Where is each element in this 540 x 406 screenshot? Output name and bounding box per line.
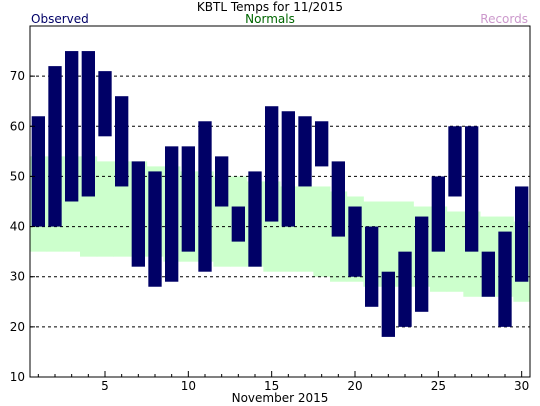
tick-labels: 10 20 30 40 50 60 70 5 10 15 20 25 30 bbox=[10, 69, 530, 393]
observed-bars bbox=[31, 51, 529, 337]
observed-bar-day-4 bbox=[81, 51, 95, 197]
observed-bar-day-13 bbox=[231, 206, 245, 242]
observed-bar-day-5 bbox=[98, 71, 112, 137]
observed-bar-day-29 bbox=[498, 231, 512, 327]
observed-bar-day-26 bbox=[448, 126, 462, 197]
y-tick-label-70: 70 bbox=[10, 69, 25, 83]
x-tick-label-20: 20 bbox=[347, 379, 362, 393]
legend-records: Records bbox=[480, 12, 528, 26]
x-tick-label-30: 30 bbox=[514, 379, 529, 393]
x-tick-label-25: 25 bbox=[431, 379, 446, 393]
observed-bar-day-6 bbox=[115, 96, 129, 187]
observed-bar-day-27 bbox=[465, 126, 479, 252]
observed-bar-day-18 bbox=[315, 121, 329, 167]
y-tick-label-40: 40 bbox=[10, 220, 25, 234]
observed-bar-day-21 bbox=[365, 226, 379, 307]
x-axis-label: November 2015 bbox=[232, 391, 329, 405]
observed-bar-day-17 bbox=[298, 116, 312, 187]
observed-bar-day-7 bbox=[131, 161, 145, 267]
observed-bar-day-22 bbox=[381, 271, 395, 337]
observed-bar-day-12 bbox=[215, 156, 229, 207]
x-tick-label-15: 15 bbox=[264, 379, 279, 393]
axes bbox=[29, 25, 531, 378]
observed-bar-day-25 bbox=[431, 176, 445, 252]
y-tick-label-30: 30 bbox=[10, 270, 25, 284]
observed-bar-day-20 bbox=[348, 206, 362, 277]
y-tick-label-20: 20 bbox=[10, 320, 25, 334]
observed-bar-day-15 bbox=[265, 106, 279, 222]
normal-range-day-26 bbox=[446, 211, 464, 292]
observed-bar-day-11 bbox=[198, 121, 212, 272]
observed-bar-day-2 bbox=[48, 66, 62, 227]
normal-range-day-22 bbox=[380, 201, 398, 287]
observed-bar-day-16 bbox=[281, 111, 295, 227]
y-tick-label-50: 50 bbox=[10, 169, 25, 183]
observed-bar-day-23 bbox=[398, 251, 412, 327]
y-tick-label-60: 60 bbox=[10, 119, 25, 133]
observed-bar-day-1 bbox=[31, 116, 45, 227]
plot-frame bbox=[29, 25, 531, 378]
observed-bar-day-19 bbox=[331, 161, 345, 237]
observed-bar-day-3 bbox=[65, 51, 79, 202]
legend-observed: Observed bbox=[31, 12, 89, 26]
observed-bar-day-28 bbox=[481, 251, 495, 297]
observed-bar-day-10 bbox=[181, 146, 195, 252]
legend-normals: Normals bbox=[245, 12, 295, 26]
normal-range-day-17 bbox=[296, 186, 314, 272]
x-tick-label-10: 10 bbox=[181, 379, 196, 393]
observed-bar-day-14 bbox=[248, 171, 262, 267]
observed-bar-day-30 bbox=[515, 186, 529, 282]
normal-range-day-5 bbox=[96, 161, 114, 257]
x-tick-label-5: 5 bbox=[101, 379, 109, 393]
chart-title: KBTL Temps for 11/2015 bbox=[196, 0, 344, 14]
y-tick-label-10: 10 bbox=[10, 370, 25, 384]
observed-bar-day-24 bbox=[415, 216, 429, 312]
grid-lines bbox=[30, 75, 530, 328]
observed-bar-day-8 bbox=[148, 171, 162, 287]
normal-range-day-18 bbox=[313, 186, 331, 277]
observed-bar-day-9 bbox=[165, 146, 179, 282]
